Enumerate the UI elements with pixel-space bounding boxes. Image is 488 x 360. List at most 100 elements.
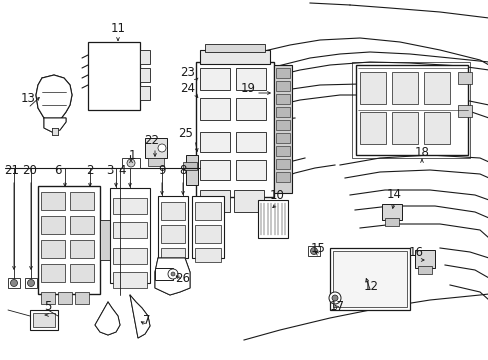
- Bar: [200, 68, 229, 90]
- Text: 20: 20: [22, 163, 38, 176]
- Circle shape: [127, 159, 135, 167]
- Circle shape: [331, 295, 337, 301]
- Bar: [200, 98, 229, 120]
- Text: 13: 13: [20, 91, 35, 104]
- Text: 10: 10: [269, 189, 284, 202]
- Bar: [332, 251, 406, 307]
- Bar: [200, 160, 229, 180]
- Circle shape: [171, 272, 175, 276]
- Circle shape: [310, 248, 317, 255]
- Bar: [70, 216, 94, 234]
- Bar: [200, 190, 229, 212]
- Bar: [275, 159, 289, 169]
- Bar: [204, 44, 264, 52]
- Polygon shape: [36, 75, 72, 122]
- Bar: [200, 132, 229, 152]
- Bar: [391, 112, 417, 144]
- Bar: [113, 222, 147, 238]
- Bar: [234, 190, 264, 212]
- Bar: [307, 246, 319, 256]
- Bar: [236, 68, 265, 90]
- Text: 18: 18: [414, 145, 428, 158]
- Text: 3: 3: [106, 163, 113, 176]
- Bar: [185, 155, 198, 185]
- Bar: [122, 158, 140, 168]
- Text: 8: 8: [179, 163, 186, 176]
- Bar: [33, 313, 55, 327]
- Text: 11: 11: [110, 22, 125, 35]
- Circle shape: [27, 279, 35, 287]
- Text: 12: 12: [363, 280, 378, 293]
- Text: 16: 16: [407, 246, 423, 258]
- Text: 2: 2: [86, 163, 94, 176]
- Bar: [70, 240, 94, 258]
- Bar: [200, 50, 269, 64]
- Bar: [195, 248, 221, 262]
- Text: 1: 1: [128, 149, 136, 162]
- Polygon shape: [130, 295, 150, 338]
- Text: 24: 24: [180, 81, 195, 95]
- Text: 14: 14: [386, 188, 401, 201]
- Bar: [70, 192, 94, 210]
- Bar: [384, 218, 398, 226]
- Bar: [275, 94, 289, 104]
- Text: 4: 4: [118, 163, 125, 176]
- Bar: [329, 248, 409, 310]
- Bar: [148, 158, 163, 166]
- Bar: [113, 248, 147, 264]
- Bar: [100, 220, 112, 260]
- Text: 17: 17: [329, 301, 344, 314]
- Bar: [355, 65, 467, 155]
- Text: 6: 6: [54, 163, 61, 176]
- Bar: [414, 250, 434, 268]
- Bar: [38, 186, 100, 294]
- Circle shape: [10, 279, 18, 287]
- Bar: [30, 310, 58, 330]
- Bar: [75, 292, 89, 304]
- Bar: [417, 266, 431, 274]
- Bar: [41, 292, 55, 304]
- Bar: [236, 98, 265, 120]
- Bar: [58, 292, 72, 304]
- Text: 5: 5: [44, 301, 52, 314]
- Bar: [161, 202, 184, 220]
- Bar: [158, 196, 187, 258]
- Bar: [161, 225, 184, 243]
- Bar: [275, 68, 289, 78]
- Bar: [41, 240, 65, 258]
- Bar: [140, 86, 150, 100]
- Bar: [457, 105, 471, 117]
- Bar: [236, 132, 265, 152]
- Bar: [381, 204, 401, 220]
- Bar: [275, 172, 289, 182]
- Bar: [275, 107, 289, 117]
- Text: 21: 21: [4, 163, 20, 176]
- Text: 26: 26: [175, 271, 190, 284]
- Bar: [183, 162, 197, 170]
- Bar: [113, 198, 147, 214]
- Text: 19: 19: [240, 81, 255, 95]
- Bar: [145, 138, 167, 158]
- Text: 9: 9: [158, 163, 165, 176]
- Circle shape: [168, 269, 178, 279]
- Polygon shape: [95, 302, 120, 335]
- Bar: [140, 68, 150, 82]
- Bar: [275, 133, 289, 143]
- Bar: [8, 278, 20, 288]
- Circle shape: [158, 144, 165, 152]
- Bar: [359, 72, 385, 104]
- Bar: [192, 196, 224, 258]
- Bar: [25, 278, 37, 288]
- Bar: [423, 112, 449, 144]
- Bar: [88, 42, 140, 110]
- Bar: [140, 50, 150, 64]
- Bar: [236, 160, 265, 180]
- Bar: [351, 62, 469, 158]
- Bar: [275, 120, 289, 130]
- Bar: [161, 248, 184, 262]
- Text: 7: 7: [143, 314, 150, 327]
- Bar: [359, 112, 385, 144]
- Bar: [110, 188, 150, 283]
- Circle shape: [328, 292, 340, 304]
- Bar: [423, 72, 449, 104]
